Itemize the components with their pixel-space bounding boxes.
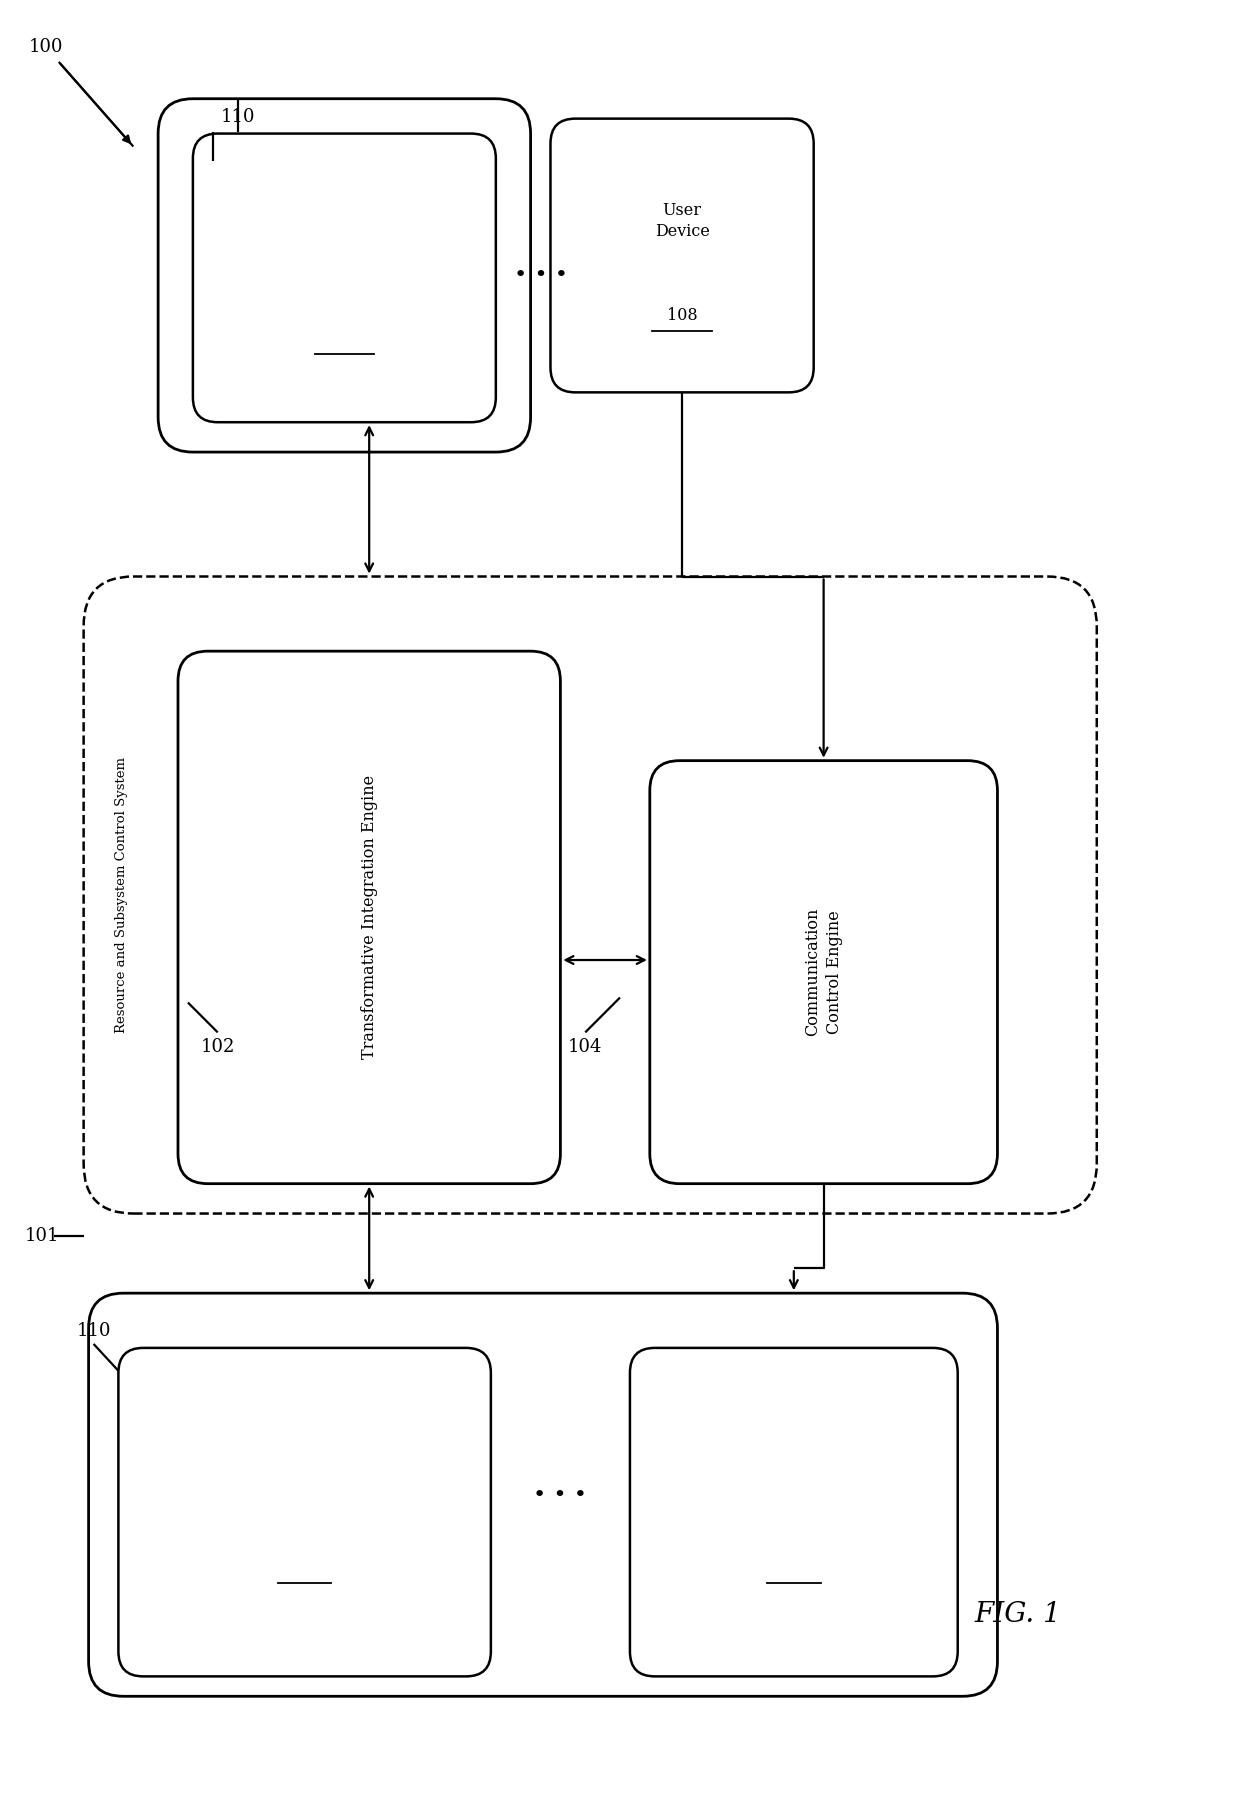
FancyBboxPatch shape: [551, 119, 813, 392]
Text: 104: 104: [568, 1037, 603, 1055]
Text: • • •: • • •: [513, 266, 568, 286]
Text: 106: 106: [289, 1559, 320, 1575]
Text: 108: 108: [329, 329, 360, 345]
FancyBboxPatch shape: [88, 1293, 997, 1696]
Text: FIG. 1: FIG. 1: [973, 1602, 1060, 1629]
FancyBboxPatch shape: [118, 1348, 491, 1676]
FancyBboxPatch shape: [83, 577, 1096, 1214]
Text: Transformative Integration Engine: Transformative Integration Engine: [361, 775, 378, 1059]
Text: Communication
Control Engine: Communication Control Engine: [804, 908, 843, 1036]
Text: 102: 102: [201, 1037, 234, 1055]
Text: User
Device: User Device: [317, 225, 372, 263]
Text: Component: Component: [746, 1469, 841, 1485]
Text: 110: 110: [77, 1322, 110, 1340]
Text: 101: 101: [25, 1228, 60, 1246]
Text: 106: 106: [779, 1559, 810, 1575]
Text: 108: 108: [667, 307, 697, 324]
Text: Component: Component: [258, 1469, 351, 1485]
FancyBboxPatch shape: [630, 1348, 957, 1676]
FancyBboxPatch shape: [193, 133, 496, 423]
Text: 100: 100: [29, 38, 63, 56]
Text: • • •: • • •: [533, 1485, 588, 1505]
FancyBboxPatch shape: [159, 99, 531, 451]
Text: 110: 110: [221, 108, 255, 126]
FancyBboxPatch shape: [650, 761, 997, 1183]
Text: Resource and Subsystem Control System: Resource and Subsystem Control System: [115, 757, 128, 1034]
FancyBboxPatch shape: [179, 651, 560, 1183]
Text: User
Device: User Device: [655, 201, 709, 239]
